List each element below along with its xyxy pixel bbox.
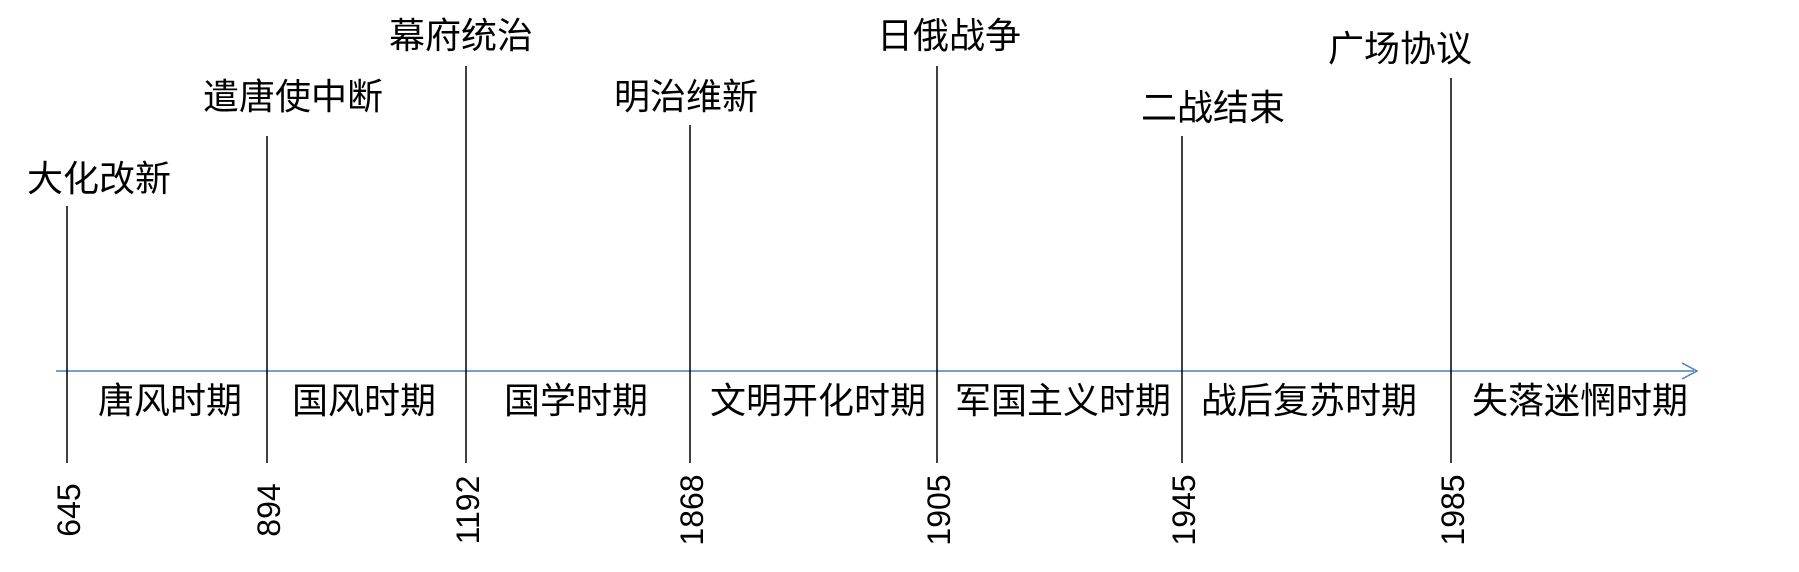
event-label: 广场协议 — [1328, 29, 1472, 69]
period-label: 失落迷惘时期 — [1472, 381, 1688, 421]
year-label: 1868 — [674, 474, 710, 545]
year-label: 894 — [251, 483, 287, 536]
event-label: 遣唐使中断 — [203, 77, 383, 117]
year-label: 1192 — [450, 476, 486, 545]
period-labels: 唐风时期 国风时期 国学时期 文明开化时期 军国主义时期 战后复苏时期 失落迷惘时期 — [98, 381, 1688, 421]
period-label: 战后复苏时期 — [1201, 381, 1417, 421]
period-label: 唐风时期 — [98, 381, 242, 421]
event-label: 大化改新 — [27, 159, 171, 199]
period-label: 文明开化时期 — [710, 381, 926, 421]
event-label: 明治维新 — [614, 77, 758, 117]
year-label: 1985 — [1435, 474, 1471, 545]
event-label: 幕府统治 — [389, 16, 533, 56]
year-label: 1905 — [921, 474, 957, 545]
event-markers: 大化改新 645 遣唐使中断 894 幕府统治 1192 明治维新 1868 日俄战争 1905 二… — [27, 16, 1472, 546]
period-label: 国学时期 — [504, 381, 648, 421]
year-label: 1945 — [1166, 474, 1202, 545]
axis-arrowhead-icon — [1681, 362, 1699, 380]
period-label: 军国主义时期 — [955, 381, 1171, 421]
period-label: 国风时期 — [292, 381, 436, 421]
event-label: 二战结束 — [1141, 88, 1285, 128]
year-label: 645 — [51, 483, 87, 536]
event-label: 日俄战争 — [877, 16, 1021, 56]
